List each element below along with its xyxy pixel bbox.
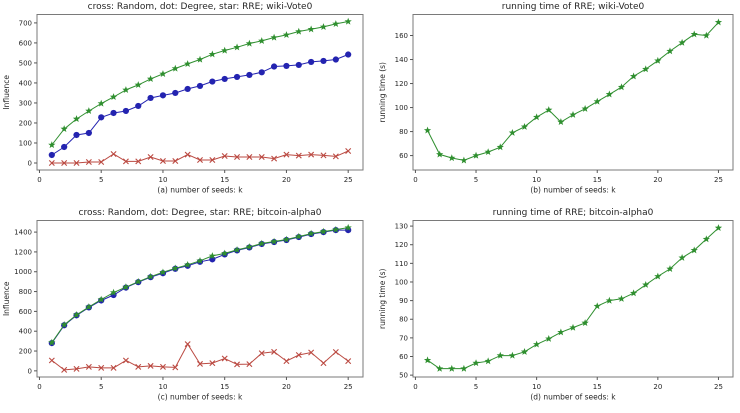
svg-text:70: 70 [399, 334, 408, 342]
svg-text:600: 600 [19, 308, 32, 316]
svg-text:300: 300 [19, 99, 32, 107]
svg-text:600: 600 [19, 39, 32, 47]
series-rre-c [48, 223, 352, 346]
svg-text:50: 50 [399, 372, 408, 380]
svg-text:60: 60 [399, 152, 408, 160]
svg-text:1000: 1000 [14, 268, 32, 276]
svg-text:0: 0 [413, 383, 417, 391]
svg-text:10: 10 [158, 176, 167, 184]
svg-text:110: 110 [395, 260, 408, 268]
line-chart-influence-wiki-vote0: 0 5 10 15 20 25 0 100 200 300 400 500 600 700 cross: R… [2, 2, 364, 195]
svg-text:1400: 1400 [14, 229, 32, 237]
svg-text:0: 0 [28, 159, 32, 167]
svg-text:25: 25 [344, 383, 353, 391]
svg-text:130: 130 [395, 223, 408, 231]
chart-title-a: cross: Random, dot: Degree, star: RRE; w… [88, 2, 313, 12]
svg-text:120: 120 [395, 241, 408, 249]
svg-text:25: 25 [344, 176, 353, 184]
chart-title-b: running time of RRE; wiki-Vote0 [502, 2, 645, 12]
svg-text:25: 25 [714, 176, 723, 184]
svg-text:15: 15 [220, 383, 229, 391]
svg-text:140: 140 [395, 56, 408, 64]
svg-text:15: 15 [593, 383, 602, 391]
svg-text:400: 400 [19, 328, 32, 336]
series-random-a [48, 147, 352, 166]
svg-text:0: 0 [28, 367, 32, 375]
svg-text:80: 80 [399, 128, 408, 136]
svg-text:400: 400 [19, 79, 32, 87]
svg-text:10: 10 [532, 176, 541, 184]
svg-text:5: 5 [99, 176, 103, 184]
svg-text:20: 20 [282, 383, 291, 391]
svg-text:0: 0 [37, 176, 41, 184]
subplot-runtime-wiki-vote0: 0 5 10 15 20 25 60 80 100 120 140 160 running time o… [370, 0, 740, 200]
subplot-influence-bitcoin-alpha0: 0 5 10 15 20 25 0 200 400 600 800 1000 1200 1400 cross… [0, 200, 370, 413]
series-rre-b [423, 18, 723, 164]
x-axis-label-a: (a) number of seeds: k [157, 186, 243, 195]
series-degree-a [48, 51, 352, 159]
svg-text:80: 80 [399, 316, 408, 324]
svg-text:60: 60 [399, 353, 408, 361]
svg-text:100: 100 [395, 278, 408, 286]
svg-text:100: 100 [19, 139, 32, 147]
chart-title-c: cross: Random, dot: Degree, star: RRE; b… [79, 208, 322, 218]
svg-text:200: 200 [19, 348, 32, 356]
svg-text:90: 90 [399, 297, 408, 305]
svg-text:20: 20 [282, 176, 291, 184]
svg-text:5: 5 [474, 383, 478, 391]
svg-text:10: 10 [158, 383, 167, 391]
svg-text:1200: 1200 [14, 248, 32, 256]
y-axis-label-b: running time (s) [378, 62, 387, 122]
series-random-c [48, 341, 352, 373]
x-axis-label-b: (b) number of seeds: k [530, 186, 616, 195]
line-chart-influence-bitcoin-alpha0: 0 5 10 15 20 25 0 200 400 600 800 1000 1200 1400 cross… [2, 208, 364, 402]
y-axis-label-d: running time (s) [378, 268, 387, 328]
svg-text:10: 10 [532, 383, 541, 391]
svg-text:20: 20 [653, 383, 662, 391]
x-axis-label-c: (c) number of seeds: k [158, 393, 243, 402]
svg-text:120: 120 [395, 80, 408, 88]
svg-text:200: 200 [19, 119, 32, 127]
y-axis-label-a: Influence [2, 75, 11, 110]
chart-title-d: running time of RRE; bitcoin-alpha0 [493, 208, 654, 218]
svg-text:100: 100 [395, 104, 408, 112]
series-rre-a [48, 17, 352, 149]
x-axis-label-d: (d) number of seeds: k [530, 393, 616, 402]
series-rre-d [423, 224, 723, 372]
svg-text:160: 160 [395, 32, 408, 40]
svg-text:0: 0 [37, 383, 41, 391]
svg-text:15: 15 [220, 176, 229, 184]
svg-text:25: 25 [714, 383, 723, 391]
line-chart-runtime-bitcoin-alpha0: 0 5 10 15 20 25 50 60 70 80 90 100 110 120 130 running … [378, 208, 734, 402]
svg-text:15: 15 [593, 176, 602, 184]
svg-text:0: 0 [413, 176, 417, 184]
svg-text:5: 5 [474, 176, 478, 184]
svg-text:700: 700 [19, 19, 32, 27]
svg-text:5: 5 [99, 383, 103, 391]
subplot-influence-wiki-vote0: 0 5 10 15 20 25 0 100 200 300 400 500 600 700 cross: R… [0, 0, 370, 200]
series-degree-c [48, 227, 352, 347]
svg-text:20: 20 [653, 176, 662, 184]
subplot-runtime-bitcoin-alpha0: 0 5 10 15 20 25 50 60 70 80 90 100 110 120 130 running … [370, 200, 740, 413]
svg-text:500: 500 [19, 59, 32, 67]
svg-text:800: 800 [19, 288, 32, 296]
line-chart-runtime-wiki-vote0: 0 5 10 15 20 25 60 80 100 120 140 160 running time o… [378, 2, 734, 195]
y-axis-label-c: Influence [2, 281, 11, 316]
